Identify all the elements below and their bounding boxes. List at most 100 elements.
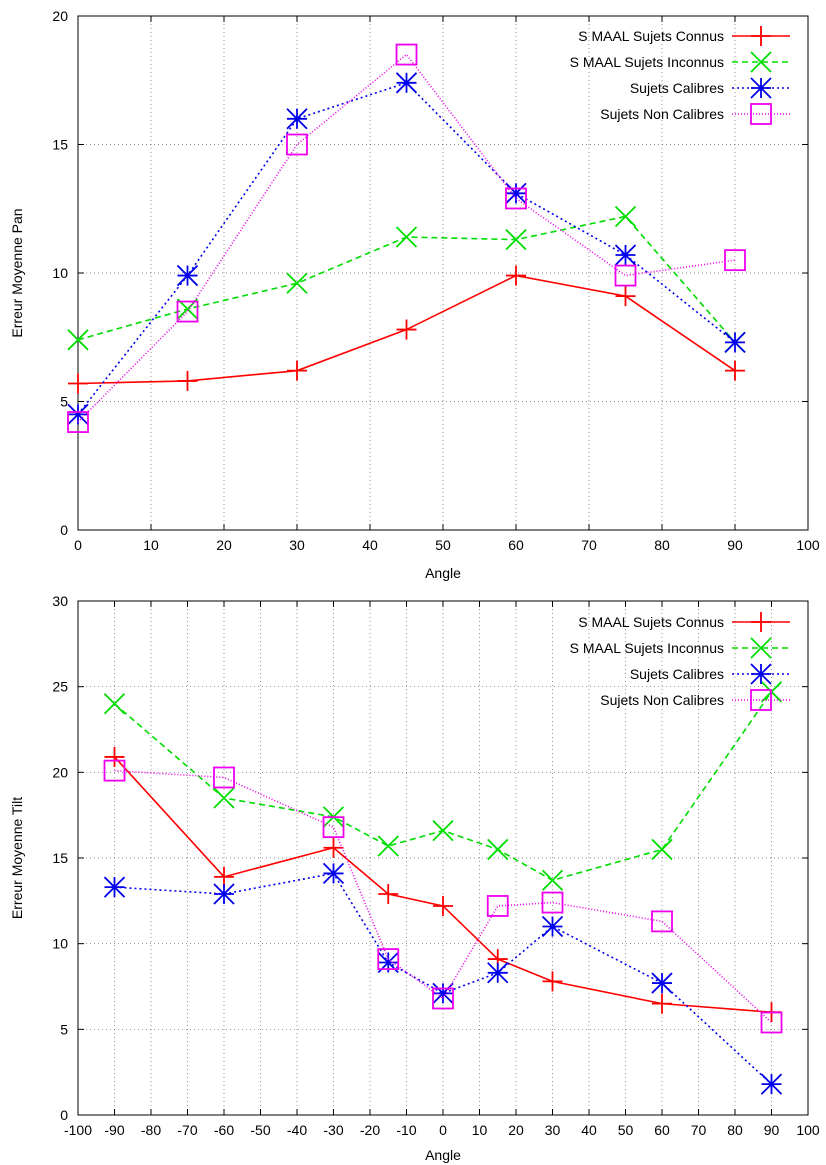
data-point xyxy=(396,319,417,340)
x-tick-label: 40 xyxy=(581,1122,597,1138)
legend-label: S MAAL Sujets Connus xyxy=(578,614,724,630)
x-tick-label: -40 xyxy=(287,1122,307,1138)
series-line xyxy=(114,872,773,1085)
data-point xyxy=(213,766,235,789)
data-point xyxy=(323,837,344,858)
series-4 xyxy=(67,43,746,433)
legend-marker xyxy=(751,612,771,632)
x-tick-label: 20 xyxy=(216,537,232,553)
x-axis-label: Angle xyxy=(425,565,461,581)
data-point xyxy=(505,182,527,204)
data-point xyxy=(287,360,307,381)
legend: S MAAL Sujets Connus S MAAL Sujets Inconn… xyxy=(570,26,790,125)
data-point xyxy=(67,411,89,433)
data-point xyxy=(322,862,345,885)
data-point xyxy=(614,205,637,228)
data-point xyxy=(286,133,308,156)
data-point xyxy=(432,987,454,1010)
series-3 xyxy=(103,862,783,1095)
legend-marker xyxy=(750,77,772,99)
data-point xyxy=(67,329,89,351)
x-tick-label: 60 xyxy=(508,537,524,553)
legend-label: Sujets Non Calibres xyxy=(600,692,724,708)
y-tick-label: 30 xyxy=(52,593,68,609)
data-point xyxy=(395,43,418,66)
x-tick-label: 0 xyxy=(439,1122,447,1138)
data-point xyxy=(377,948,400,970)
x-tick-label: -70 xyxy=(177,1122,197,1138)
data-point xyxy=(652,993,672,1014)
x-tick-label: -20 xyxy=(360,1122,380,1138)
data-point xyxy=(651,972,673,994)
chart-2: -100 -90 -80 -70 -60 -50 -40 -30 -20 -10 0 10 20 30 40… xyxy=(9,593,820,1163)
series-3 xyxy=(67,72,746,425)
legend-marker xyxy=(750,663,772,685)
x-tick-label: 20 xyxy=(508,1122,524,1138)
series-line xyxy=(113,691,773,882)
x-tick-label: 60 xyxy=(654,1122,670,1138)
legend-label: S MAAL Sujets Inconnus xyxy=(570,640,724,656)
data-point xyxy=(760,1011,783,1034)
data-point xyxy=(615,286,636,307)
data-point xyxy=(505,228,527,251)
data-point xyxy=(506,265,526,286)
legend: S MAAL Sujets Connus S MAAL Sujets Inconn… xyxy=(570,612,790,711)
x-tick-label: -50 xyxy=(250,1122,270,1138)
data-point xyxy=(432,819,454,842)
data-point xyxy=(541,915,564,938)
data-point xyxy=(214,866,234,887)
data-point xyxy=(486,895,509,917)
legend-item: S MAAL Sujets Connus xyxy=(578,612,790,632)
legend-item: Sujets Non Calibres xyxy=(600,103,790,125)
x-axis-label: Angle xyxy=(425,1147,461,1163)
data-point xyxy=(395,72,418,94)
data-point xyxy=(724,331,746,354)
x-tick-label: 40 xyxy=(362,537,378,553)
data-point xyxy=(286,108,308,130)
data-point xyxy=(377,835,399,857)
x-tick-label: 30 xyxy=(289,537,305,553)
y-axis-label: Erreur Moyenne Tilt xyxy=(9,797,25,919)
data-point xyxy=(176,300,199,323)
y-tick-label: 10 xyxy=(52,265,68,281)
legend-label: S MAAL Sujets Inconnus xyxy=(570,54,724,70)
x-tick-label: 0 xyxy=(74,537,82,553)
data-point xyxy=(395,226,418,248)
data-point xyxy=(505,187,527,210)
x-tick-label: 50 xyxy=(435,537,451,553)
y-tick-label: 15 xyxy=(52,137,68,153)
data-point xyxy=(542,971,563,992)
legend-marker xyxy=(750,637,772,659)
legend-label: Sujets Calibres xyxy=(630,80,724,96)
y-tick-label: 5 xyxy=(60,394,68,410)
x-tick-label: -90 xyxy=(104,1122,124,1138)
x-tick-label: 50 xyxy=(618,1122,634,1138)
data-point xyxy=(432,982,454,1004)
data-point xyxy=(760,1073,783,1095)
x-tick-label: 10 xyxy=(472,1122,488,1138)
x-tick-label: -30 xyxy=(323,1122,343,1138)
data-point xyxy=(487,838,509,861)
y-tick-label: 5 xyxy=(60,1021,68,1037)
x-tick-label: 30 xyxy=(545,1122,561,1138)
y-axis-label: Erreur Moyenne Pan xyxy=(9,208,25,337)
data-point xyxy=(487,962,509,984)
x-tick-label: 80 xyxy=(654,537,670,553)
legend-label: S MAAL Sujets Connus xyxy=(578,28,724,44)
data-point xyxy=(614,264,637,287)
legend-item: S MAAL Sujets Inconnus xyxy=(570,637,790,659)
legend-marker xyxy=(750,689,772,711)
data-point xyxy=(724,249,746,272)
legend-marker xyxy=(750,103,772,125)
legend-marker xyxy=(750,51,772,73)
data-point xyxy=(67,403,89,425)
series-line xyxy=(77,81,736,415)
data-point xyxy=(68,373,88,394)
data-point xyxy=(177,370,198,391)
legend-item: S MAAL Sujets Connus xyxy=(578,26,790,46)
y-tick-label: 0 xyxy=(60,1107,68,1123)
data-point xyxy=(103,759,126,782)
y-tick-label: 10 xyxy=(52,936,68,952)
y-tick-label: 15 xyxy=(52,850,68,866)
legend-item: Sujets Non Calibres xyxy=(600,689,790,711)
